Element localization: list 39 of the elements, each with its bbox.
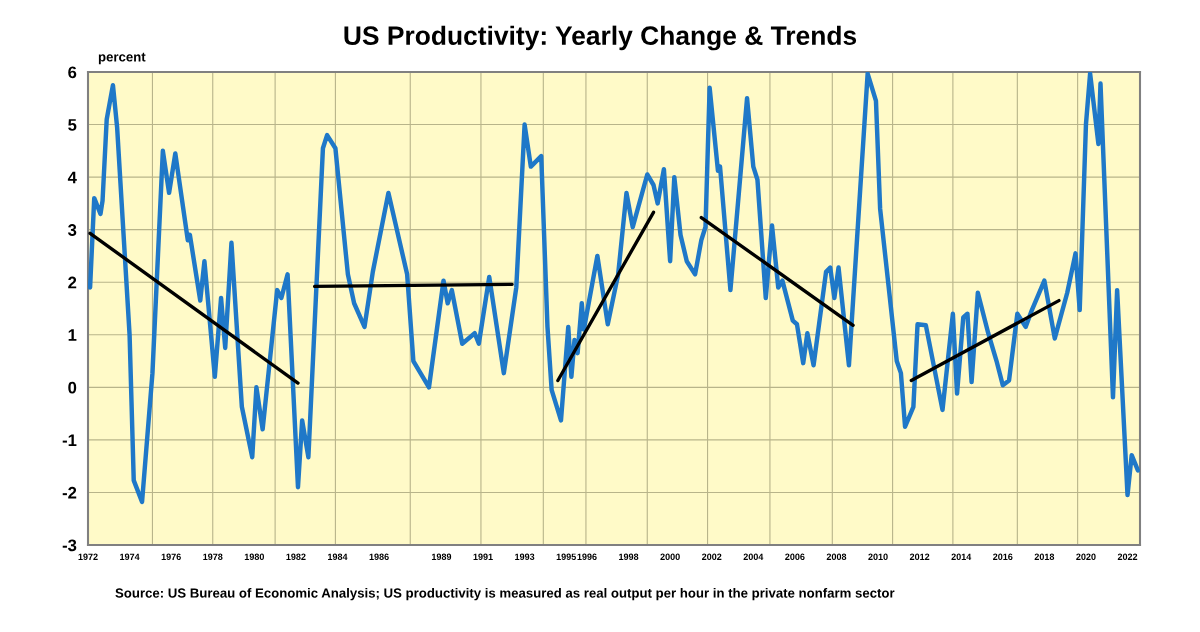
y-tick-label: -3	[62, 539, 77, 552]
y-tick-label: 4	[67, 171, 77, 184]
x-tick-label: 2010	[868, 553, 888, 560]
x-tick-label: 1993	[515, 553, 535, 560]
y-tick-label: 1	[68, 329, 77, 341]
x-tick-label: 1982	[286, 553, 306, 560]
x-tick-label: 1989	[431, 553, 452, 560]
x-tick-label: 1978	[203, 553, 223, 560]
y-tick-label: 3	[68, 224, 77, 236]
x-tick-label: 1998	[619, 553, 639, 560]
x-tick-label: 2014	[951, 553, 972, 560]
x-tick-label: 2002	[701, 553, 722, 560]
y-tick-label: -1	[62, 434, 77, 446]
x-tick-label: 1991	[473, 553, 493, 560]
y-tick-label: -2	[62, 486, 77, 499]
source-note: Source: US Bureau of Economic Analysis; US productivity is measured as real output per hour in the private nonfarm sector	[115, 588, 895, 601]
x-tick-label: 1974	[120, 553, 140, 560]
x-tick-label: 1995	[556, 553, 576, 560]
x-tick-label: 1996	[577, 553, 597, 560]
x-tick-label: 2008	[826, 553, 847, 560]
y-tick-label: 0	[68, 381, 77, 394]
x-tick-label: 2020	[1076, 553, 1096, 560]
x-tick-label: 1986	[369, 553, 389, 560]
x-tick-label: 1984	[328, 553, 348, 560]
x-tick-label: 2012	[909, 553, 930, 560]
y-tick-label: 6	[68, 66, 77, 79]
x-tick-label: 1972	[78, 553, 98, 560]
y-tick-label: 2	[68, 276, 77, 289]
x-tick-label: 2016	[993, 553, 1013, 560]
x-tick-label: 2000	[660, 553, 680, 560]
x-tick-label: 2004	[743, 553, 764, 560]
y-tick-label: 5	[68, 119, 77, 131]
chart-title: US Productivity: Yearly Change & Trends	[344, 25, 857, 51]
x-tick-label: 1976	[161, 553, 181, 560]
x-tick-label: 2018	[1034, 553, 1055, 560]
x-tick-label: 2006	[785, 553, 805, 560]
x-tick-label: 1980	[244, 553, 264, 560]
y-axis-title: percent	[98, 52, 146, 65]
x-tick-label: 2022	[1117, 553, 1138, 560]
